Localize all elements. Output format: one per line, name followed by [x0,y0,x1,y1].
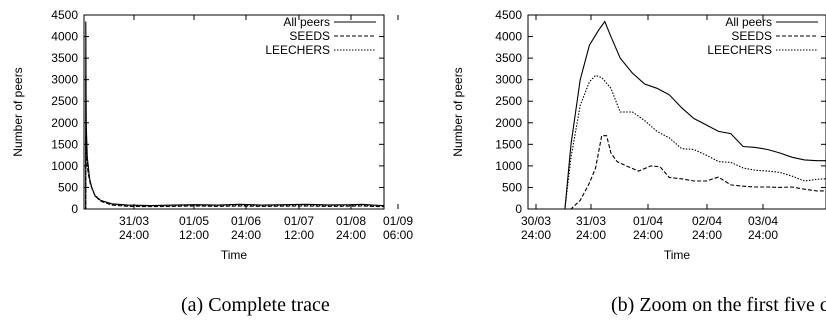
x-tick-label: 24:00 [748,228,778,242]
y-axis-label: Number of peers [11,67,25,156]
x-tick-label: 31/03 [576,214,606,228]
y-tick-label: 2000 [51,116,78,130]
chart-panel-2: 0 500 1000 1500 2000 2500 3000 3500 4000 4500 30/0… [451,8,826,316]
x-tick-label: 01/05 [179,214,209,228]
x-axis-label: Time [221,248,248,262]
legend-label: SEEDS [289,29,330,43]
x-tick-label: 24:00 [336,228,366,242]
chart-panel-1: 0 500 1000 1500 2000 2500 3000 3500 4000 4500 31/0… [11,8,413,316]
y-tick-label: 1500 [51,137,78,151]
x-tick-label: 06:00 [383,228,413,242]
y-tick-label: 500 [502,180,522,194]
x-tick-label: 24:00 [692,228,722,242]
y-tick-label: 2000 [495,116,522,130]
x-tick-label: 24:00 [576,228,606,242]
x-tick-label: 03/04 [748,214,778,228]
legend-label: All peers [283,15,330,29]
x-tick-label: 12:00 [284,228,314,242]
x-tick-label: 12:00 [179,228,209,242]
y-axis-label: Number of peers [451,67,465,156]
y-tick-label: 3500 [495,51,522,65]
y-tick-label: 4500 [51,8,78,22]
y-tick-label: 3000 [495,73,522,87]
series-line-leechers [528,74,826,209]
x-tick-label: 01/06 [231,214,261,228]
y-tick-label: 3000 [51,73,78,87]
legend-label: LEECHERS [707,43,772,57]
x-tick-label: 24:00 [119,228,149,242]
y-tick-label: 1500 [495,137,522,151]
y-tick-label: 2500 [51,94,78,108]
series-line-all-peers [84,21,384,209]
y-tick-label: 4000 [51,30,78,44]
series-line-leechers [84,75,384,209]
plot-frame [83,14,385,210]
x-tick-label: 24:00 [633,228,663,242]
x-axis-label: Time [664,248,691,262]
y-tick-label: 500 [58,180,78,194]
y-tick-label: 4500 [495,8,522,22]
x-tick-label: 01/08 [336,214,366,228]
y-tick-label: 3500 [51,51,78,65]
x-tick-label: 01/04 [633,214,663,228]
legend-label: SEEDS [731,29,772,43]
y-tick-label: 4000 [495,30,522,44]
plot-frame [527,14,826,210]
legend-label: LEECHERS [265,43,330,57]
y-tick-label: 0 [71,202,78,216]
y-tick-label: 0 [515,202,522,216]
x-tick-label: 02/04 [692,214,722,228]
x-tick-label: 01/07 [284,214,314,228]
subfigure-caption: (b) Zoom on the first five days [611,294,826,316]
series-line-all-peers [528,20,826,209]
y-tick-label: 1000 [51,159,78,173]
x-tick-label: 31/03 [119,214,149,228]
y-tick-label: 1000 [495,159,522,173]
x-tick-label: 01/09 [383,214,413,228]
x-tick-label: 30/03 [521,214,551,228]
series-line-seeds [528,135,826,209]
y-tick-label: 2500 [495,94,522,108]
subfigure-caption: (a) Complete trace [181,294,330,316]
series-line-seeds [84,135,384,209]
x-tick-label: 24:00 [521,228,551,242]
legend-label: All peers [725,15,772,29]
x-tick-label: 24:00 [231,228,261,242]
